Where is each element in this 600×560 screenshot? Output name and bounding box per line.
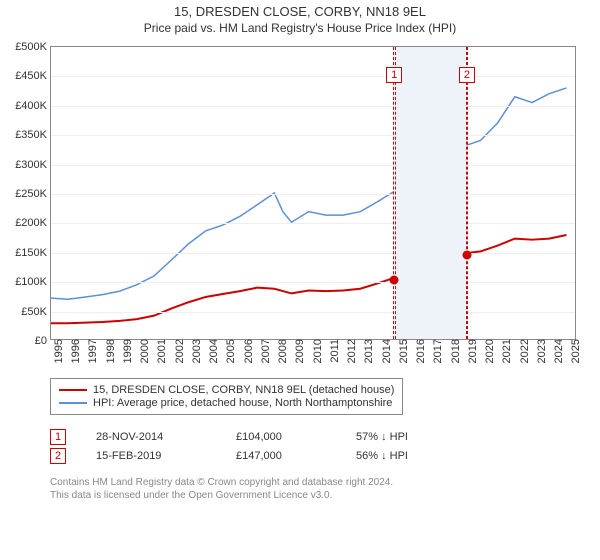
x-axis-label: 2013	[361, 339, 375, 363]
event-number: 2	[50, 448, 66, 464]
event-callout: 1	[386, 67, 402, 83]
x-axis-label: 2018	[448, 339, 462, 363]
chart-subtitle: Price paid vs. HM Land Registry's House …	[0, 21, 600, 35]
x-axis-label: 2014	[379, 339, 393, 363]
event-marker	[466, 47, 469, 339]
gridline	[51, 282, 575, 283]
gridline	[51, 135, 575, 136]
x-axis-label: 2003	[189, 339, 203, 363]
x-axis-label: 2021	[499, 339, 513, 363]
x-axis-label: 2002	[172, 339, 186, 363]
event-date: 15-FEB-2019	[96, 450, 206, 462]
event-price: £104,000	[236, 431, 326, 443]
y-axis-label: £0	[35, 335, 51, 347]
event-row: 1 28-NOV-2014 £104,000 57% ↓ HPI	[50, 429, 408, 445]
event-number: 1	[50, 429, 66, 445]
x-axis-label: 2007	[258, 339, 272, 363]
event-price: £147,000	[236, 450, 326, 462]
legend-row: HPI: Average price, detached house, Nort…	[59, 397, 394, 409]
gridline	[51, 194, 575, 195]
gridline	[51, 106, 575, 107]
legend-label: HPI: Average price, detached house, Nort…	[93, 397, 392, 409]
y-axis-label: £350K	[15, 129, 51, 141]
x-axis-label: 2012	[344, 339, 358, 363]
y-axis-label: £300K	[15, 159, 51, 171]
chart-title: 15, DRESDEN CLOSE, CORBY, NN18 9EL	[0, 4, 600, 19]
x-axis-label: 2008	[275, 339, 289, 363]
legend-swatch	[59, 389, 87, 391]
y-axis-label: £50K	[21, 306, 51, 318]
y-axis-label: £100K	[15, 276, 51, 288]
x-axis-label: 2025	[568, 339, 582, 363]
x-axis-label: 2019	[465, 339, 479, 363]
y-axis-label: £200K	[15, 217, 51, 229]
chart-lines	[51, 47, 575, 339]
y-axis-label: £150K	[15, 247, 51, 259]
legend-label: 15, DRESDEN CLOSE, CORBY, NN18 9EL (deta…	[93, 384, 394, 396]
event-row: 2 15-FEB-2019 £147,000 56% ↓ HPI	[50, 448, 408, 464]
plot-area: £0£50K£100K£150K£200K£250K£300K£350K£400…	[50, 46, 576, 340]
x-axis-label: 2020	[482, 339, 496, 363]
x-axis-label: 2001	[154, 339, 168, 363]
event-table: 1 28-NOV-2014 £104,000 57% ↓ HPI 2 15-FEB-201…	[50, 426, 408, 467]
x-axis-label: 2023	[534, 339, 548, 363]
data-point	[462, 250, 471, 259]
x-axis-label: 2005	[223, 339, 237, 363]
highlight-band	[394, 47, 467, 339]
event-delta: 57% ↓ HPI	[356, 431, 408, 443]
y-axis-label: £450K	[15, 70, 51, 82]
x-axis-label: 1999	[120, 339, 134, 363]
event-delta: 56% ↓ HPI	[356, 450, 408, 462]
data-point	[390, 275, 399, 284]
x-axis-label: 2022	[517, 339, 531, 363]
x-axis-label: 2009	[292, 339, 306, 363]
gridline	[51, 165, 575, 166]
footer-line: This data is licensed under the Open Gov…	[50, 489, 393, 502]
event-marker	[393, 47, 396, 339]
x-axis-label: 1998	[103, 339, 117, 363]
x-axis-label: 2010	[310, 339, 324, 363]
x-axis-label: 1996	[68, 339, 82, 363]
footer-line: Contains HM Land Registry data © Crown c…	[50, 476, 393, 489]
event-callout: 2	[459, 67, 475, 83]
y-axis-label: £400K	[15, 100, 51, 112]
gridline	[51, 253, 575, 254]
x-axis-label: 1995	[51, 339, 65, 363]
x-axis-label: 2016	[413, 339, 427, 363]
chart-header: 15, DRESDEN CLOSE, CORBY, NN18 9EL Price…	[0, 0, 600, 35]
gridline	[51, 312, 575, 313]
x-axis-label: 2024	[551, 339, 565, 363]
legend: 15, DRESDEN CLOSE, CORBY, NN18 9EL (deta…	[50, 378, 403, 415]
footer-attribution: Contains HM Land Registry data © Crown c…	[50, 476, 393, 502]
x-axis-label: 2015	[396, 339, 410, 363]
x-axis-label: 2004	[206, 339, 220, 363]
y-axis-label: £500K	[15, 41, 51, 53]
x-axis-label: 2006	[241, 339, 255, 363]
y-axis-label: £250K	[15, 188, 51, 200]
gridline	[51, 76, 575, 77]
event-date: 28-NOV-2014	[96, 431, 206, 443]
x-axis-label: 1997	[85, 339, 99, 363]
x-axis-label: 2000	[137, 339, 151, 363]
gridline	[51, 223, 575, 224]
series-property	[51, 235, 566, 323]
legend-swatch	[59, 402, 87, 404]
x-axis-label: 2011	[327, 339, 341, 363]
legend-row: 15, DRESDEN CLOSE, CORBY, NN18 9EL (deta…	[59, 384, 394, 396]
x-axis-label: 2017	[430, 339, 444, 363]
